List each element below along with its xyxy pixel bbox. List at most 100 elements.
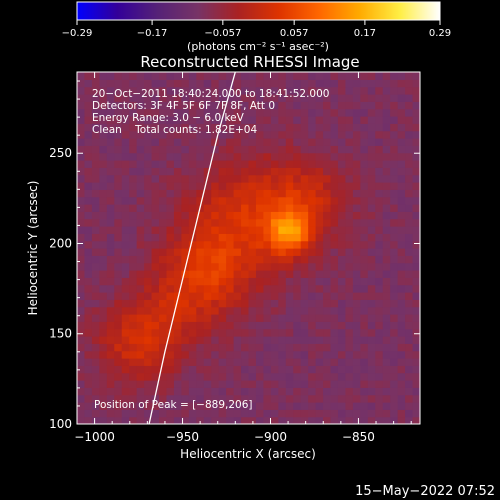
heatmap-cell xyxy=(196,409,205,418)
heatmap-cell xyxy=(166,196,175,205)
heatmap-cell xyxy=(196,248,205,256)
heatmap-cell xyxy=(159,101,168,110)
heatmap-cell xyxy=(233,160,242,168)
heatmap-cell xyxy=(106,358,115,366)
heatmap-cell xyxy=(136,277,145,286)
heatmap-cell xyxy=(166,262,175,271)
heatmap-cell xyxy=(77,86,86,95)
heatmap-cell xyxy=(114,108,123,117)
heatmap-cell xyxy=(345,240,354,249)
heatmap-cell xyxy=(263,270,272,278)
heatmap-cell xyxy=(300,196,309,205)
heatmap-cell xyxy=(233,248,242,256)
heatmap-cell xyxy=(211,138,220,146)
heatmap-cell xyxy=(293,416,302,424)
heatmap-cell xyxy=(203,372,212,381)
heatmap-cell xyxy=(173,306,182,315)
heatmap-cell xyxy=(300,358,309,366)
heatmap-cell xyxy=(166,160,175,168)
heatmap-cell xyxy=(196,350,205,359)
heatmap-cell xyxy=(293,145,302,154)
heatmap-cell xyxy=(233,204,242,212)
heatmap-cell xyxy=(218,240,227,249)
heatmap-cell xyxy=(285,145,294,154)
heatmap-cell xyxy=(218,314,227,322)
heatmap-cell xyxy=(412,233,420,242)
heatmap-cell xyxy=(315,101,324,110)
heatmap-cell xyxy=(345,306,354,315)
heatmap-cell xyxy=(99,226,108,234)
heatmap-cell xyxy=(77,343,86,352)
heatmap-cell xyxy=(382,145,391,154)
heatmap-cell xyxy=(300,226,309,234)
heatmap-cell xyxy=(390,196,399,205)
heatmap-cell xyxy=(241,152,250,161)
heatmap-cell xyxy=(248,350,257,359)
heatmap-cell xyxy=(285,409,294,418)
heatmap-cell xyxy=(233,211,242,220)
heatmap-cell xyxy=(278,255,287,264)
heatmap-cell xyxy=(106,218,115,227)
heatmap-cell xyxy=(144,204,153,212)
heatmap-cell xyxy=(263,262,272,271)
heatmap-cell xyxy=(278,365,287,374)
heatmap-cell xyxy=(151,152,160,161)
heatmap-cell xyxy=(99,152,108,161)
heatmap-cell xyxy=(390,86,399,95)
heatmap-cell xyxy=(181,255,190,264)
heatmap-cell xyxy=(405,211,414,220)
heatmap-cell xyxy=(181,182,190,190)
heatmap-cell xyxy=(248,328,257,337)
heatmap-cell xyxy=(367,402,376,410)
heatmap-cell xyxy=(390,336,399,344)
heatmap-cell xyxy=(159,226,168,234)
heatmap-cell xyxy=(308,248,317,256)
heatmap-cell xyxy=(166,167,175,176)
heatmap-cell xyxy=(405,248,414,256)
heatmap-cell xyxy=(84,189,93,198)
heatmap-cell xyxy=(181,116,190,124)
y-tick-label: 250 xyxy=(49,146,72,160)
heatmap-cell xyxy=(196,196,205,205)
heatmap-cell xyxy=(278,152,287,161)
heatmap-cell xyxy=(285,226,294,234)
heatmap-cell xyxy=(196,321,205,330)
heatmap-cell xyxy=(270,277,279,286)
heatmap-cell xyxy=(241,182,250,190)
heatmap-cell xyxy=(84,394,93,403)
heatmap-cell xyxy=(308,123,317,132)
heatmap-cell xyxy=(218,72,227,80)
heatmap-cell xyxy=(151,101,160,110)
heatmap-cell xyxy=(203,108,212,117)
heatmap-cell xyxy=(106,94,115,102)
heatmap-cell xyxy=(248,365,257,374)
heatmap-cell xyxy=(114,306,123,315)
heatmap-cell xyxy=(99,167,108,176)
heatmap-cell xyxy=(308,292,317,300)
heatmap-cell xyxy=(323,174,332,183)
heatmap-cell xyxy=(151,196,160,205)
heatmap-cell xyxy=(144,152,153,161)
heatmap-cell xyxy=(114,79,123,88)
annotation-detectors: Detectors: 3F 4F 5F 6F 7F 8F, Att 0 xyxy=(92,100,275,112)
heatmap-cell xyxy=(285,211,294,220)
heatmap-cell xyxy=(166,108,175,117)
heatmap-cell xyxy=(300,94,309,102)
heatmap-cell xyxy=(263,182,272,190)
heatmap-cell xyxy=(285,160,294,168)
heatmap-cell xyxy=(136,358,145,366)
heatmap-cell xyxy=(308,328,317,337)
heatmap-cell xyxy=(345,402,354,410)
heatmap-cell xyxy=(405,365,414,374)
heatmap-cell xyxy=(181,196,190,205)
heatmap-cell xyxy=(203,255,212,264)
heatmap-cell xyxy=(255,116,265,124)
heatmap-cell xyxy=(218,160,227,168)
heatmap-cell xyxy=(315,116,324,124)
heatmap-cell xyxy=(151,218,160,227)
heatmap-cell xyxy=(159,72,168,80)
heatmap-cell xyxy=(77,123,86,132)
heatmap-cell xyxy=(248,240,257,249)
heatmap-cell xyxy=(323,189,332,198)
heatmap-cell xyxy=(203,116,212,124)
